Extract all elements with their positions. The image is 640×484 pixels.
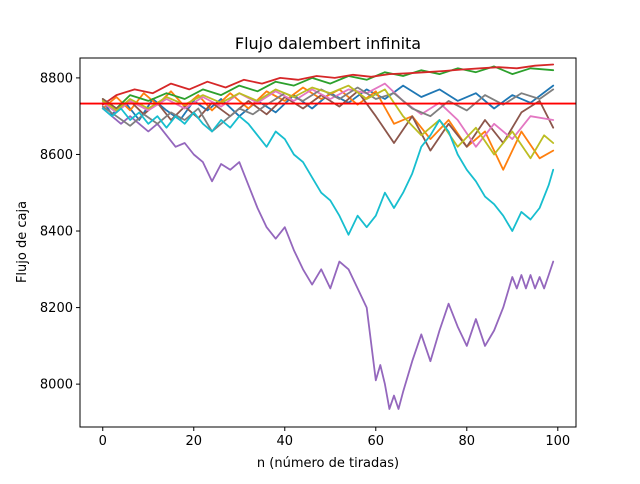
plot-area xyxy=(80,63,576,410)
x-tick-label: 20 xyxy=(185,434,202,449)
x-axis-label: n (número de tiradas) xyxy=(257,456,399,471)
series-line-4 xyxy=(101,63,555,106)
y-axis: 8000 8200 8400 8600 8800 xyxy=(40,71,80,393)
series-line-3 xyxy=(101,65,555,110)
y-tick-label: 8600 xyxy=(40,148,73,163)
series-line-10 xyxy=(101,107,555,236)
series-line-7 xyxy=(101,82,555,148)
y-tick-label: 8800 xyxy=(40,71,73,86)
x-tick-label: 100 xyxy=(545,434,570,449)
y-tick-label: 8000 xyxy=(40,378,73,393)
series-line-9 xyxy=(101,84,555,160)
y-tick-label: 8400 xyxy=(40,225,73,240)
axes-frame xyxy=(79,57,577,428)
x-tick-label: 80 xyxy=(459,434,476,449)
chart-title: Flujo dalembert infinita xyxy=(235,34,421,53)
y-tick-label: 8200 xyxy=(40,301,73,316)
series-line-6 xyxy=(101,90,555,152)
x-axis: 0 20 40 60 80 100 xyxy=(99,427,570,449)
x-tick-label: 0 xyxy=(99,434,107,449)
series-line-5 xyxy=(101,107,555,410)
x-tick-label: 40 xyxy=(276,434,293,449)
y-axis-label: Flujo de caja xyxy=(15,201,30,283)
series-line-8 xyxy=(101,86,555,133)
x-tick-label: 60 xyxy=(368,434,385,449)
